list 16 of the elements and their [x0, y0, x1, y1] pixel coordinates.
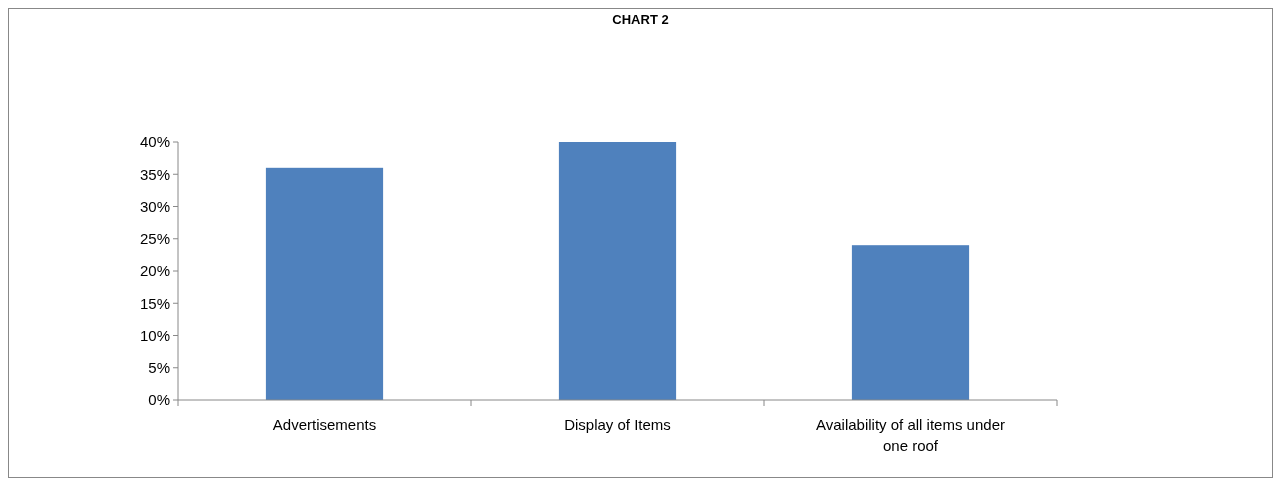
y-tick-label: 5%: [148, 359, 170, 376]
y-tick-label: 35%: [139, 165, 170, 183]
chart-title: CHART 2: [612, 12, 669, 27]
bar: [851, 245, 970, 400]
y-tick-label: 20%: [139, 262, 170, 280]
y-tick-label: 10%: [139, 326, 170, 344]
y-tick-label: 25%: [139, 230, 170, 247]
x-tick-label: Availability of all items under one roof: [816, 416, 1005, 454]
x-tick-label: Advertisements: [272, 416, 377, 433]
x-tick-label: Display of Items: [564, 416, 671, 433]
y-tick-label: 30%: [139, 197, 170, 215]
bar: [265, 167, 384, 400]
y-tick-label: 0%: [148, 391, 170, 409]
y-tick-label: 40%: [139, 133, 170, 151]
y-tick-label: 15%: [139, 294, 170, 312]
bar: [558, 142, 677, 400]
